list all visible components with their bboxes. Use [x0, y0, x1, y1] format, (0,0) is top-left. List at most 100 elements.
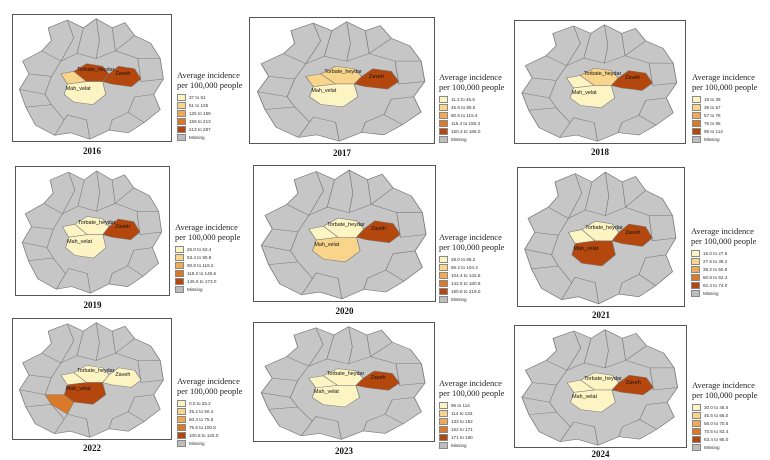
- legend-label: 53.4 to 90.8: [187, 254, 212, 260]
- legend-swatch: [692, 403, 701, 411]
- legend-swatch: [439, 433, 448, 441]
- region-mah-velat: [63, 81, 107, 105]
- map-panel-2019: Torbate_heydar Zaveh Mah_velat: [15, 166, 170, 296]
- legend-label: 45.5 to 56.0: [704, 412, 729, 418]
- legend-title-line1: Average incidence: [692, 380, 755, 390]
- region-mah-velat: [569, 85, 616, 109]
- legend-item: 104.4 to 142.6: [439, 271, 504, 279]
- legend-swatch: [439, 409, 448, 417]
- legend-label: 114 to 133: [451, 410, 473, 416]
- legend-label: Missing: [704, 136, 720, 142]
- year-label-2017: 2017: [333, 148, 351, 158]
- legend-item: 75.6 to 100.8: [177, 423, 242, 431]
- legend-swatch: [177, 109, 186, 117]
- legend-swatch: [692, 411, 701, 419]
- legend-item: 159 to 213: [177, 117, 242, 125]
- legend-2016: Average incidence per 100,000 people 37 to…: [177, 70, 242, 141]
- legend-item: 37 to 61: [177, 93, 242, 101]
- legend-swatch: [439, 111, 448, 119]
- legend-item: 142.6 to 180.8: [439, 279, 504, 287]
- legend-title-line1: Average incidence: [177, 376, 240, 386]
- legend-swatch: [692, 443, 701, 451]
- region-label-torbat: Torbate_heydar: [77, 368, 115, 375]
- legend-swatch: [691, 249, 700, 257]
- legend-2020: Average incidence per 100,000 people 28.0 …: [439, 232, 504, 303]
- legend-label: 70.5 to 83.4: [704, 428, 729, 434]
- legend-label: 25.2 to 50.4: [189, 408, 214, 414]
- legend-title-line1: Average incidence: [175, 222, 238, 232]
- legend-swatch: [692, 127, 701, 135]
- map-panel-2022: Torbate_heydar Zaveh Mah_velat: [12, 318, 172, 440]
- region-label-mah: Mah_velat: [311, 88, 337, 95]
- legend-swatch: [692, 435, 701, 443]
- legend-2023: Average incidence per 100,000 people 96 to…: [439, 378, 504, 449]
- region-mah-velat: [63, 382, 107, 405]
- legend-swatch: [177, 117, 186, 125]
- region-label-torbat: Torbate_heydar: [327, 221, 365, 228]
- legend-label: 0.0 to 25.2: [189, 400, 211, 406]
- map-svg: [521, 329, 679, 446]
- region-label-torbat: Torbate_heydar: [585, 224, 623, 231]
- legend-label: 145.6 to 173.0: [187, 278, 217, 284]
- legend-label: 61 to 125: [189, 102, 209, 108]
- legend-swatch: [691, 265, 700, 273]
- legend-2022: Average incidence per 100,000 people 0.0 t…: [177, 376, 242, 447]
- region-label-zaveh: Zaveh: [625, 379, 641, 386]
- region-label-torbat: Torbate_heydar: [584, 375, 622, 382]
- legend-item: 118.2 to 145.6: [175, 269, 240, 277]
- legend-label: 26.0 to 53.4: [187, 246, 212, 252]
- legend-swatch: [439, 401, 448, 409]
- region-label-zaveh: Zaveh: [115, 372, 131, 379]
- region-label-mah: Mah_velat: [573, 245, 599, 252]
- legend-item: Missing: [692, 135, 757, 143]
- legend-label: 38 to 57: [704, 104, 721, 110]
- map-svg: [260, 169, 427, 300]
- legend-item: 133 to 152: [439, 417, 504, 425]
- legend-label: 57 to 76: [704, 112, 721, 118]
- legend-title-line1: Average incidence: [439, 232, 502, 242]
- legend-item: 114 to 133: [439, 409, 504, 417]
- year-label-2022: 2022: [83, 443, 101, 453]
- legend-item: 28.0 to 66.2: [439, 255, 504, 263]
- legend-item: 66.2 to 104.4: [439, 263, 504, 271]
- legend-label: Missing: [187, 286, 203, 292]
- map-svg: [256, 21, 426, 142]
- legend-label: 133 to 152: [451, 418, 473, 424]
- legend-swatch: [691, 273, 700, 281]
- legend-swatch: [692, 111, 701, 119]
- legend-swatch: [439, 417, 448, 425]
- region-label-mah: Mah_velat: [65, 386, 91, 393]
- region-label-zaveh: Zaveh: [370, 375, 386, 382]
- legend-label: 28.0 to 66.2: [451, 256, 476, 262]
- legend-swatch: [692, 135, 701, 143]
- region-mah-velat: [311, 385, 360, 408]
- legend-item: 180.8 to 219.0: [439, 287, 504, 295]
- legend-item: Missing: [439, 295, 504, 303]
- legend-swatch: [439, 119, 448, 127]
- legend-item: 171 to 190: [439, 433, 504, 441]
- region-label-mah: Mah_velat: [571, 89, 597, 96]
- legend-2021: Average incidence per 100,000 people 15.0 …: [691, 226, 756, 297]
- year-label-2023: 2023: [335, 446, 353, 456]
- region-zaveh: [611, 374, 654, 396]
- legend-item: 26.0 to 53.4: [175, 245, 240, 253]
- legend-swatch: [692, 95, 701, 103]
- region-mah-velat: [309, 83, 359, 108]
- region-label-mah: Mah_velat: [572, 393, 597, 400]
- region-label-zaveh: Zaveh: [625, 75, 641, 82]
- legend-label: Missing: [451, 136, 467, 142]
- legend-label: 159 to 213: [189, 118, 211, 124]
- legend-title-line1: Average incidence: [439, 72, 502, 82]
- legend-label: 171 to 190: [451, 434, 473, 440]
- legend-title-line2: per 100,000 people: [439, 82, 505, 92]
- legend-label: Missing: [189, 440, 205, 446]
- legend-item: 15.0 to 27.6: [691, 249, 756, 257]
- legend-label: Missing: [451, 296, 467, 302]
- legend-item: 11.3 to 45.6: [439, 95, 504, 103]
- legend-item: 50.8 to 62.4: [691, 273, 756, 281]
- legend-item: 90.8 to 118.2: [175, 261, 240, 269]
- legend-swatch: [175, 285, 184, 293]
- map-svg: [18, 18, 164, 140]
- legend-title-line2: per 100,000 people: [692, 82, 758, 92]
- region-label-mah: Mah_velat: [65, 85, 91, 92]
